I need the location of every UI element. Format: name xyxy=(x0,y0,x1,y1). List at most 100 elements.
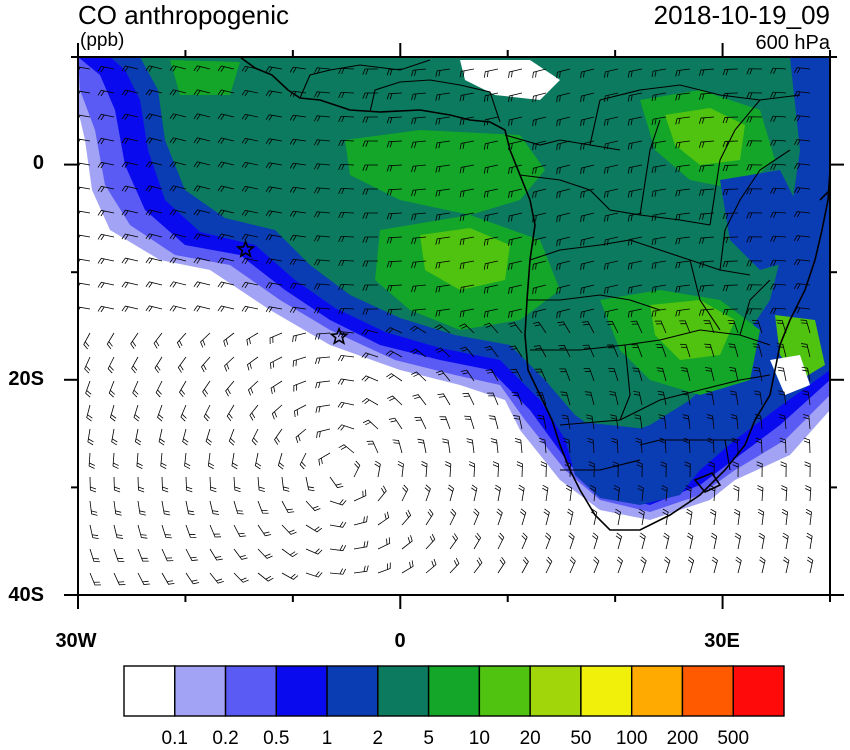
wind-barb xyxy=(468,461,476,478)
wind-barb xyxy=(97,281,115,289)
wind-barb xyxy=(353,460,361,478)
wind-barb xyxy=(435,236,451,245)
wind-barb xyxy=(634,414,643,430)
wind-barb xyxy=(746,164,763,171)
wind-barb xyxy=(169,209,187,216)
wind-barb xyxy=(176,332,187,349)
wind-barb xyxy=(593,556,600,574)
colorbar-label: 2 xyxy=(372,728,384,749)
wind-barb xyxy=(362,164,379,171)
wind-barb xyxy=(217,233,235,240)
wind-barb xyxy=(627,140,643,150)
wind-barb xyxy=(137,500,146,516)
wind-barb xyxy=(265,186,283,193)
wind-barb xyxy=(411,308,427,317)
wind-barb xyxy=(193,65,211,72)
wind-barb xyxy=(783,556,790,574)
wind-barb xyxy=(675,308,691,317)
wind-barb xyxy=(781,485,788,502)
wind-barb xyxy=(518,484,525,502)
wind-barb xyxy=(483,212,499,222)
wind-barb xyxy=(698,284,715,292)
wind-barb xyxy=(386,284,403,292)
wind-barb xyxy=(557,321,571,334)
wind-barb xyxy=(155,380,163,398)
wind-barb xyxy=(314,91,331,98)
wind-barb xyxy=(353,489,367,502)
wind-barb xyxy=(177,356,187,373)
wind-barb xyxy=(754,390,763,406)
wind-barb xyxy=(449,533,459,550)
wind-barb xyxy=(627,308,643,318)
wind-barb xyxy=(710,532,718,550)
wind-barb xyxy=(686,508,693,526)
wind-barb xyxy=(289,114,307,122)
colorbar-swatch xyxy=(681,665,734,717)
wind-barb xyxy=(604,188,619,198)
wind-barb xyxy=(459,68,475,78)
wind-barb xyxy=(362,236,379,243)
wind-barb xyxy=(777,366,787,382)
wind-barb xyxy=(257,476,265,493)
wind-barb xyxy=(757,508,765,526)
wind-barb xyxy=(247,380,259,396)
wind-barb xyxy=(556,212,571,223)
wind-barb xyxy=(89,548,100,563)
wind-barb xyxy=(361,352,379,359)
wind-barb xyxy=(746,188,763,195)
wind-barb xyxy=(483,188,499,198)
wind-barb xyxy=(770,139,787,146)
wind-barb xyxy=(411,236,427,245)
wind-barb xyxy=(88,452,95,469)
wind-barb xyxy=(112,452,119,469)
wind-barb xyxy=(558,344,571,358)
wind-barb xyxy=(121,113,139,120)
wind-barb xyxy=(121,209,139,216)
wind-barb xyxy=(637,484,644,502)
wind-barb xyxy=(217,257,235,264)
wind-barb xyxy=(97,161,115,169)
wind-barb xyxy=(473,532,482,550)
wind-barb xyxy=(182,428,189,446)
wind-barb xyxy=(722,308,739,316)
wind-barb xyxy=(411,260,427,269)
wind-barb xyxy=(664,556,671,574)
wind-barb xyxy=(483,284,499,294)
wind-barb xyxy=(315,380,331,389)
wind-barb xyxy=(532,188,547,199)
wind-barb xyxy=(466,438,475,454)
wind-barb xyxy=(655,344,667,358)
wind-barb xyxy=(113,476,121,493)
wind-barb xyxy=(604,164,619,174)
wind-barb xyxy=(770,259,787,266)
wind-barb xyxy=(377,511,390,526)
wind-barb xyxy=(556,308,571,319)
wind-barb xyxy=(651,116,667,126)
wind-barb xyxy=(484,345,499,358)
colorbar-swatch xyxy=(630,665,684,717)
wind-barb xyxy=(483,164,499,174)
wind-barb xyxy=(217,305,235,312)
wind-barb xyxy=(663,532,670,550)
wind-barb xyxy=(722,260,739,268)
wind-barb xyxy=(169,281,187,288)
wind-barb xyxy=(675,68,691,77)
wind-barb xyxy=(113,548,125,562)
wind-barb xyxy=(483,68,499,78)
wind-barb xyxy=(97,233,115,241)
wind-barb xyxy=(200,356,211,373)
axis-ticks xyxy=(64,43,844,609)
wind-barb xyxy=(137,548,149,562)
wind-barb xyxy=(121,65,139,72)
wind-barb xyxy=(411,140,427,149)
wind-barb xyxy=(729,367,739,382)
wind-barb xyxy=(565,484,573,502)
wind-barb xyxy=(289,210,307,218)
wind-barb xyxy=(733,508,741,526)
wind-barb xyxy=(366,440,379,454)
wind-barb xyxy=(793,139,811,146)
wind-barb xyxy=(803,437,811,454)
wind-barb xyxy=(544,532,552,550)
wind-barb xyxy=(145,113,163,120)
wind-barb xyxy=(179,380,187,398)
